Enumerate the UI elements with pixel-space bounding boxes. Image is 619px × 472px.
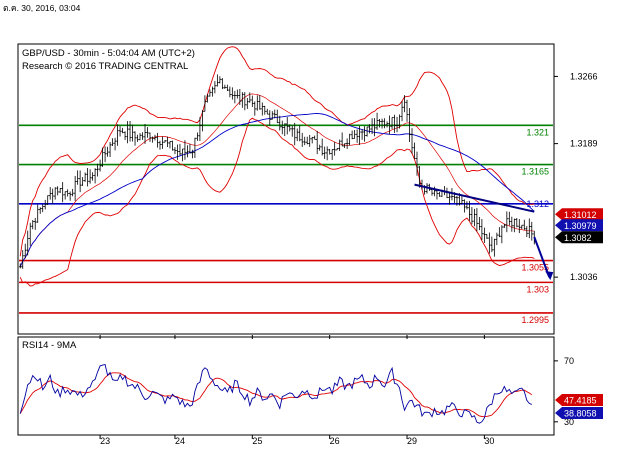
rsi-tick-label: 30	[564, 417, 574, 427]
bollinger-lower	[19, 117, 535, 287]
price-tag-label: 1.31012	[564, 210, 597, 220]
date-header: ต.ค. 30, 2016, 03:04	[3, 3, 81, 13]
level-label: 1.312	[526, 199, 549, 209]
level-label: 1.2995	[521, 315, 549, 325]
time-tick-label: 30	[484, 436, 494, 446]
time-tick-label: 24	[175, 436, 185, 446]
level-label: 1.3055	[521, 263, 549, 273]
price-tick-label: 1.3189	[570, 139, 598, 149]
bollinger-upper	[19, 46, 535, 257]
price-axis: 1.3266 1.3189 1.3036 70 30	[554, 71, 598, 427]
price-panel-frame	[17, 43, 555, 335]
rsi-series	[19, 363, 533, 424]
chart-copyright: Research © 2016 TRADING CENTRAL	[22, 61, 188, 72]
rsi-tag-label: 47.4185	[564, 396, 597, 406]
rsi-tag-bg	[555, 407, 603, 419]
rsi-tick-label: 70	[564, 356, 574, 366]
rsi-line	[19, 363, 532, 424]
time-tick-label: 29	[407, 436, 417, 446]
rsi-tag-label: 38.8058	[564, 409, 597, 419]
chart-title: GBP/USD - 30min - 5:04:04 AM (UTC+2)	[22, 48, 195, 59]
price-bars	[19, 74, 536, 269]
rsi-tag-bg	[555, 394, 603, 406]
forecast-arrow-head	[545, 271, 554, 281]
level-lines: 1.321 1.3165 1.312 1.3055 1.303 1.2995	[19, 124, 553, 325]
rsi-ma-line	[19, 372, 533, 418]
time-tick-label: 25	[252, 436, 262, 446]
bollinger-bands	[19, 46, 535, 287]
level-label: 1.3165	[521, 167, 549, 177]
price-tag-label: 1.3082	[564, 233, 592, 243]
price-tag-bg	[555, 208, 603, 221]
price-tag-bg	[555, 231, 603, 244]
time-axis: 23 24 25 26 29 30	[99, 335, 494, 446]
forecast-arrow-shaft	[533, 236, 551, 278]
price-tick-label: 1.3036	[570, 272, 598, 282]
trend-lines	[414, 183, 554, 281]
price-tick-label: 1.3266	[570, 71, 598, 81]
rsi-title: RSI14 - 9MA	[22, 340, 77, 351]
bollinger-middle	[19, 93, 535, 267]
level-label: 1.321	[526, 127, 549, 137]
rsi-panel-frame	[17, 336, 555, 436]
trend-line	[414, 183, 535, 213]
price-tag-label: 1.30979	[564, 221, 597, 231]
time-tick-label: 23	[100, 436, 110, 446]
price-tag-bg	[555, 219, 603, 232]
time-tick-label: 26	[330, 436, 340, 446]
level-label: 1.303	[526, 284, 549, 294]
